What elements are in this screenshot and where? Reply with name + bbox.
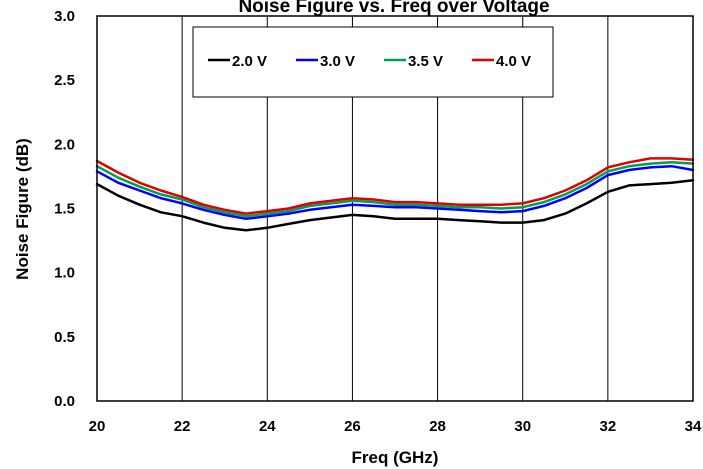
series-line-3-0-V <box>95 164 695 221</box>
x-tick-label: 22 <box>174 418 191 435</box>
legend-label: 3.5 V <box>408 53 443 70</box>
legend-label: 2.0 V <box>232 53 267 70</box>
y-tick-label: 3.0 <box>54 8 75 25</box>
y-tick-label: 1.0 <box>54 265 75 282</box>
x-tick-label: 30 <box>514 418 531 435</box>
series-line-2-0-V <box>95 179 695 232</box>
x-tick-label: 26 <box>344 418 361 435</box>
series-lines <box>95 157 695 232</box>
x-tick-label: 32 <box>600 418 617 435</box>
x-tick-label: 24 <box>259 418 276 435</box>
legend-box <box>192 26 554 98</box>
legend-label: 3.0 V <box>320 53 355 70</box>
x-tick-label: 20 <box>89 418 106 435</box>
y-tick-label: 0.5 <box>54 329 75 346</box>
x-tick-label: 34 <box>685 418 702 435</box>
legend-label: 4.0 V <box>496 53 531 70</box>
y-tick-labels: 0.0 0.5 1.0 1.5 2.0 2.5 3.0 <box>54 8 75 410</box>
plot-area-frame <box>96 15 694 402</box>
y-tick-label: 2.5 <box>54 72 75 89</box>
series-line-4-0-V <box>95 157 695 215</box>
series-line-3-5-V <box>95 161 695 218</box>
y-axis-label: Noise Figure (dB) <box>13 138 32 280</box>
y-tick-label: 2.0 <box>54 136 75 153</box>
y-tick-label: 1.5 <box>54 201 75 218</box>
chart-title: Noise Figure vs. Freq over Voltage <box>238 0 549 17</box>
y-tick-label: 0.0 <box>54 393 75 410</box>
x-tick-labels: 20 22 24 26 28 30 32 34 <box>89 418 702 435</box>
x-axis-label: Freq (GHz) <box>352 448 439 467</box>
x-tick-label: 28 <box>429 418 446 435</box>
legend: 2.0 V 3.0 V 3.5 V 4.0 V <box>192 26 554 98</box>
